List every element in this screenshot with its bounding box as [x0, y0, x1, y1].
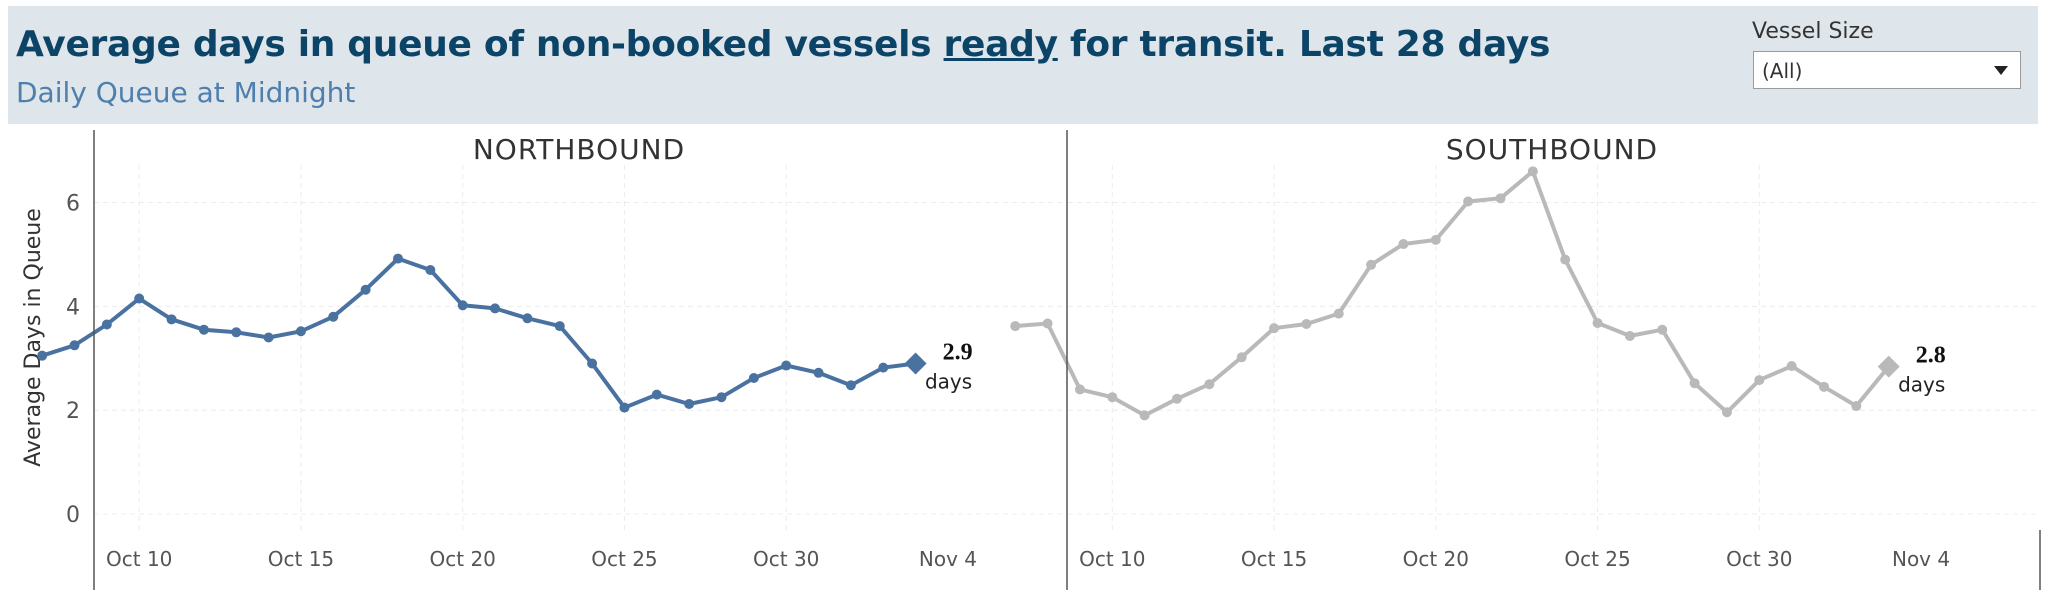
- data-point: [1689, 378, 1700, 389]
- data-point: [457, 300, 468, 311]
- data-point: [684, 398, 695, 409]
- series-line: [1013, 169, 1891, 418]
- last-value-label: 2.8: [1916, 343, 1946, 369]
- data-point: [554, 321, 565, 332]
- data-point: [1819, 381, 1829, 392]
- x-tick-label: Oct 25: [591, 547, 657, 571]
- y-tick-label: 6: [66, 192, 80, 217]
- panel-title: NORTHBOUND: [473, 133, 685, 166]
- data-point: [619, 402, 630, 413]
- x-tick-label: Oct 25: [1564, 547, 1630, 571]
- data-point: [1657, 324, 1668, 335]
- data-point: [166, 314, 177, 325]
- data-point: [878, 362, 889, 373]
- x-tick-label: Oct 10: [106, 547, 172, 571]
- data-point: [1269, 323, 1280, 334]
- last-value-marker: [904, 352, 927, 375]
- data-point: [1430, 234, 1441, 245]
- x-tick-label: Oct 15: [268, 547, 334, 571]
- x-tick-label: Oct 30: [1726, 547, 1792, 571]
- data-point: [37, 350, 48, 361]
- data-point: [1624, 330, 1635, 341]
- last-value-label: 2.9: [943, 339, 973, 365]
- data-point: [1786, 361, 1797, 372]
- data-point: [651, 389, 662, 400]
- data-point: [1236, 352, 1247, 363]
- data-point: [813, 367, 824, 378]
- data-point: [1851, 401, 1862, 412]
- data-point: [781, 360, 792, 371]
- panel-title: SOUTHBOUND: [1446, 133, 1658, 166]
- y-tick-label: 0: [66, 503, 80, 528]
- y-tick-label: 2: [66, 399, 80, 424]
- data-point: [101, 319, 112, 330]
- data-point: [1495, 193, 1506, 204]
- title-text-start: Average days in queue of non-booked vess…: [16, 24, 944, 65]
- data-point: [1721, 407, 1732, 418]
- series-line: [40, 256, 918, 410]
- title-emphasis: ready: [943, 24, 1059, 65]
- data-point: [1463, 196, 1474, 207]
- data-point: [1010, 321, 1021, 332]
- data-point: [1398, 239, 1409, 250]
- x-tick-label: Oct 30: [753, 547, 819, 571]
- data-point: [425, 265, 436, 275]
- data-point: [1107, 392, 1118, 403]
- data-point: [1333, 308, 1344, 319]
- data-point: [360, 284, 371, 295]
- data-point: [1042, 318, 1053, 329]
- data-point: [328, 311, 339, 322]
- last-value-marker: [1877, 355, 1900, 378]
- dropdown-arrow-icon[interactable]: [1994, 66, 2008, 75]
- data-point: [1592, 317, 1603, 328]
- data-point: [490, 303, 501, 314]
- data-point: [716, 392, 727, 403]
- data-point: [1139, 410, 1150, 421]
- data-point: [1074, 384, 1085, 395]
- data-point: [393, 253, 403, 264]
- x-tick-label: Oct 10: [1079, 547, 1145, 571]
- vessel-size-filter-label: Vessel Size: [1752, 19, 1874, 44]
- last-value-unit: days: [1898, 373, 1945, 397]
- vessel-size-dropdown[interactable]: (All): [1753, 51, 2021, 89]
- dashboard-header: Average days in queue of non-booked vess…: [8, 6, 2038, 124]
- data-point: [845, 380, 856, 391]
- data-point: [69, 340, 80, 351]
- data-point: [1754, 375, 1765, 386]
- data-point: [522, 313, 533, 324]
- data-point: [198, 324, 209, 335]
- last-value-unit: days: [925, 369, 972, 393]
- data-point: [134, 293, 145, 304]
- data-point: [1301, 319, 1312, 329]
- data-point: [1560, 254, 1571, 265]
- data-point: [748, 373, 759, 383]
- x-tick-label: Nov 4: [1892, 547, 1950, 571]
- x-tick-label: Nov 4: [919, 547, 977, 571]
- y-tick-label: 4: [66, 295, 80, 320]
- y-axis-title: Average Days in Queue: [21, 208, 46, 467]
- x-tick-label: Oct 20: [1403, 547, 1469, 571]
- data-point: [1366, 259, 1377, 270]
- data-point: [231, 327, 242, 338]
- data-point: [1172, 393, 1182, 404]
- vessel-size-selected-value: (All): [1762, 59, 1803, 83]
- data-point: [263, 332, 274, 343]
- x-tick-label: Oct 20: [430, 547, 496, 571]
- data-point: [587, 358, 598, 369]
- data-point: [295, 326, 306, 337]
- data-point: [1204, 379, 1215, 390]
- page-subtitle: Daily Queue at Midnight: [16, 76, 356, 109]
- title-text-end: for transit. Last 28 days: [1057, 24, 1551, 65]
- x-tick-label: Oct 15: [1241, 547, 1307, 571]
- data-point: [1527, 166, 1538, 177]
- page-title: Average days in queue of non-booked vess…: [16, 24, 1550, 65]
